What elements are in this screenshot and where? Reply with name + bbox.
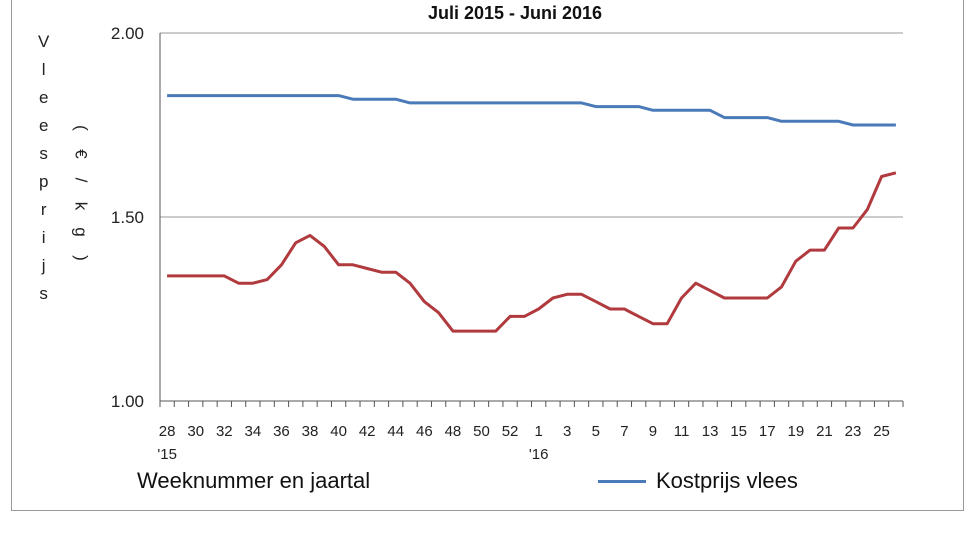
x-tick-label: 11 <box>674 423 690 440</box>
chart-title: Juli 2015 - Juni 2016 <box>427 3 603 23</box>
chart-frame <box>11 0 964 511</box>
x-tick-label: 40 <box>330 423 347 440</box>
series-line-vleesprijs <box>167 171 897 333</box>
x-tick-label: 19 <box>787 423 804 440</box>
x-tick-label: 21 <box>816 423 833 440</box>
x-tick-label: 25 <box>873 423 890 440</box>
legend-label-kostprijs: Kostprijs vlees <box>656 468 798 493</box>
x-tick-label: 44 <box>387 423 404 440</box>
x-tick-label: 50 <box>473 423 490 440</box>
legend: Kostprijs vlees <box>598 468 798 494</box>
x-tick-label: 34 <box>245 423 262 440</box>
x-tick-label: 48 <box>445 423 462 440</box>
label-char: r <box>40 200 47 219</box>
y-tick-label: 1.50 <box>111 208 144 227</box>
label-char: s <box>39 284 48 303</box>
label-char: j <box>41 256 46 275</box>
x-tick-label: 7 <box>620 423 628 440</box>
x-tick-label: 3 <box>563 423 571 440</box>
x-tick-label: 52 <box>502 423 519 440</box>
x-tick-label: 42 <box>359 423 376 440</box>
x-tick-label: 9 <box>649 423 657 440</box>
x-tick-label: 30 <box>187 423 204 440</box>
x-tick-label: 32 <box>216 423 233 440</box>
x-tick-label: 17 <box>759 423 776 440</box>
x-tick-label: 1 <box>534 423 542 440</box>
x-axis-label: Weeknummer en jaartal <box>137 468 371 493</box>
x-tick-label: 36 <box>273 423 290 440</box>
x-tick-label: 38 <box>302 423 319 440</box>
label-char: s <box>39 144 48 163</box>
series-line-kostprijs <box>167 94 896 127</box>
label-char: l <box>41 60 46 79</box>
label-char: e <box>38 88 49 107</box>
label-char: p <box>38 172 49 191</box>
label-char: i <box>41 228 46 247</box>
year-label: '16 <box>529 446 549 463</box>
x-tick-label: 46 <box>416 423 433 440</box>
x-tick-label: 15 <box>730 423 747 440</box>
x-tick-label: 23 <box>845 423 862 440</box>
x-tick-label: 28 <box>159 423 176 440</box>
y-tick-label: 2.00 <box>111 24 144 43</box>
year-label: '15 <box>157 446 177 463</box>
x-tick-label: 13 <box>702 423 719 440</box>
y-tick-label: 1.00 <box>111 392 144 411</box>
x-tick-label: 5 <box>592 423 600 440</box>
label-char: e <box>38 116 49 135</box>
label-char: V <box>38 32 50 51</box>
legend-swatch-kostprijs <box>598 479 646 483</box>
